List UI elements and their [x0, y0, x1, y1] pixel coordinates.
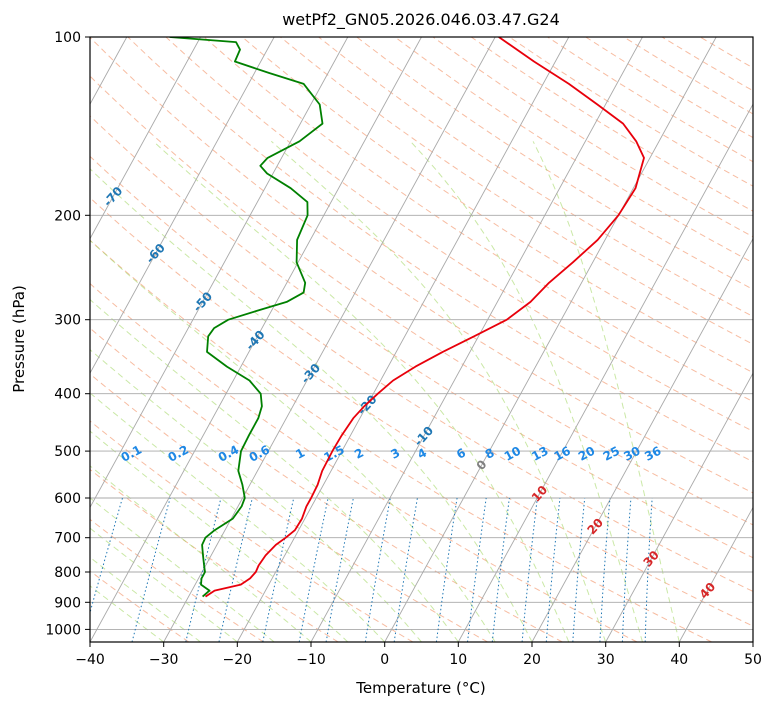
isotherms: [90, 37, 753, 642]
dry-adiabat: [90, 570, 190, 642]
y-axis-label: Pressure (hPa): [10, 285, 28, 393]
mixing-ratio-label: 25: [601, 444, 622, 464]
isotherm-line: [236, 37, 570, 642]
isotherm-line: [310, 37, 643, 642]
mixing-ratio-label: 20: [576, 444, 597, 464]
dewpoint-profile: [169, 37, 324, 598]
mixing-ratio-label: 36: [642, 444, 663, 464]
moist-adiabat: [90, 430, 349, 642]
isotherm-line: [90, 37, 422, 642]
y-tick-label: 200: [54, 208, 81, 224]
dry-adiabat: [90, 155, 753, 592]
isotherm-line: [90, 37, 349, 509]
mixing-ratio-line: [185, 497, 222, 642]
moist-adiabat: [90, 465, 312, 642]
isotherm-line: [90, 37, 201, 240]
x-tick-label: 10: [449, 652, 467, 668]
dry-adiabat: [90, 197, 753, 627]
temperature-profile: [205, 37, 645, 598]
y-tick-label: 700: [54, 531, 81, 547]
dry-adiabat: [90, 518, 264, 642]
dry-adiabat: [90, 327, 563, 642]
isotherm-line: [457, 103, 753, 642]
chart-title: wetPf2_GN05.2026.046.03.47.G24: [282, 10, 560, 30]
moist-adiabat: [90, 527, 238, 642]
dry-adiabat: [90, 468, 339, 642]
moist-adiabat: [90, 298, 459, 642]
dry-adiabat: [90, 75, 753, 526]
y-tick-label: 800: [54, 565, 81, 581]
dry-adiabat: [318, 37, 753, 318]
plot-frame: [89, 36, 754, 643]
isotherm-line: [531, 237, 753, 642]
x-axis: −40 −30 −20 −10 0 10 20 30 40 50: [75, 642, 762, 668]
x-tick-label: −40: [75, 652, 105, 668]
moist-adiabat: [90, 497, 275, 642]
isotherm-line: [605, 372, 753, 642]
mixing-ratio-label: 13: [529, 444, 550, 464]
y-axis: 1000 900 800 700 600 500 400 300 200 100: [45, 30, 90, 638]
dry-adiabat: [241, 37, 753, 374]
y-tick-label: 1000: [45, 622, 81, 638]
x-tick-label: −10: [296, 652, 326, 668]
y-tick-label: 100: [54, 30, 81, 46]
isotherm-line: [678, 506, 753, 642]
mixing-ratio-label: 16: [552, 444, 573, 464]
dry-adiabat: [90, 239, 712, 642]
y-tick-label: 400: [54, 387, 81, 403]
mixing-ratio-label: 30: [621, 444, 642, 464]
isotherm-line: [384, 37, 717, 642]
x-tick-label: 0: [380, 652, 389, 668]
x-tick-label: 40: [670, 652, 688, 668]
isotherm-line: [90, 37, 275, 375]
dry-adiabat: [90, 282, 638, 642]
dry-adiabat: [203, 37, 753, 403]
mixing-ratio-line: [218, 497, 253, 642]
dry-adiabat: [356, 37, 753, 290]
x-tick-label: 30: [597, 652, 615, 668]
x-tick-label: 50: [744, 652, 762, 668]
mixing-ratio-line: [90, 497, 123, 615]
x-tick-label: −20: [223, 652, 253, 668]
dry-adiabat: [165, 37, 753, 432]
dry-adiabat: [90, 373, 488, 642]
isotherm-line: [163, 37, 496, 642]
pressure-gridlines: [90, 37, 753, 630]
mixing-ratio-label: 10: [502, 444, 523, 464]
mixing-ratio-lines: [90, 497, 653, 642]
moist-adiabat: [90, 392, 386, 642]
mixing-ratio-line: [131, 497, 171, 642]
x-axis-label: Temperature (°C): [355, 679, 485, 697]
moist-adiabat: [90, 348, 422, 642]
mixing-ratio-line: [262, 497, 295, 642]
y-tick-label: 300: [54, 313, 81, 329]
y-tick-label: 900: [54, 595, 81, 611]
y-tick-label: 600: [54, 491, 81, 507]
profiles: [169, 37, 645, 598]
x-tick-label: −30: [149, 652, 179, 668]
x-tick-label: 20: [523, 652, 541, 668]
y-tick-label: 500: [54, 444, 81, 460]
